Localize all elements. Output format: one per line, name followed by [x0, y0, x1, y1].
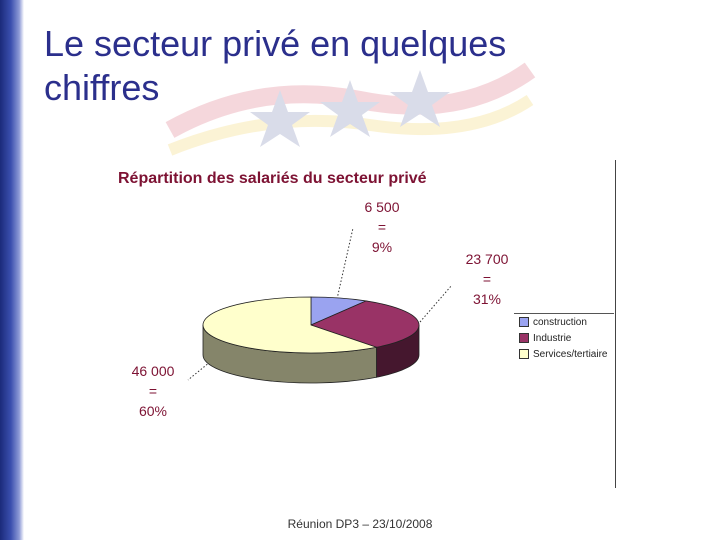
- flag-stars-watermark: [165, 62, 536, 156]
- pie-slice-2: [202, 296, 379, 354]
- legend-item-services: Services/tertiaire: [514, 346, 616, 362]
- legend-label: construction: [533, 316, 587, 328]
- pie-slice-1: [309, 300, 420, 348]
- chart-legend: construction Industrie Services/tertiair…: [514, 314, 616, 364]
- chart-frame-edge: [615, 160, 616, 488]
- slide-title-line1: Le secteur privé en quelques: [44, 23, 507, 64]
- leader-line-1: [419, 284, 453, 323]
- slide-left-gradient-bar: [0, 0, 24, 540]
- legend-label: Services/tertiaire: [533, 348, 608, 360]
- data-label-industrie: 23 700 = 31%: [465, 251, 509, 307]
- slide-footer: Réunion DP3 – 23/10/2008: [287, 517, 433, 531]
- slide-title: Le secteur privé en quelques chiffres: [44, 22, 644, 110]
- legend-swatch: [519, 333, 529, 343]
- pie-slice-0: [310, 296, 368, 326]
- pie-side-2: [202, 324, 377, 384]
- data-label-services: 46 000 = 60%: [131, 363, 175, 419]
- legend-item-industrie: Industrie: [514, 330, 616, 346]
- legend-label: Industrie: [533, 332, 572, 344]
- legend-swatch: [519, 317, 529, 327]
- legend-divider: [514, 313, 614, 314]
- leader-line-2: [187, 361, 211, 381]
- legend-item-construction: construction: [514, 314, 616, 330]
- legend-swatch: [519, 349, 529, 359]
- data-label-construction: 6 500 = 9%: [364, 199, 400, 255]
- leader-line-0: [336, 227, 354, 300]
- chart-title: Répartition des salariés du secteur priv…: [118, 170, 427, 187]
- slide-title-line2: chiffres: [44, 67, 160, 108]
- pie-side-1: [376, 324, 420, 378]
